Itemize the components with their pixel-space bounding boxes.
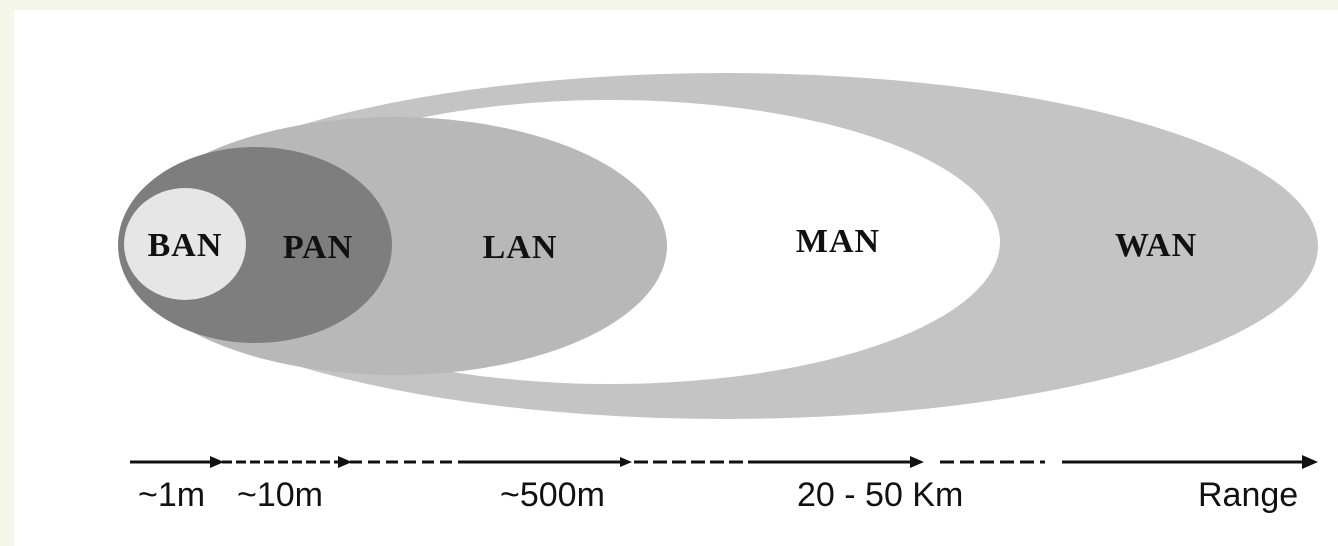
range-label-1m: ~1m <box>138 476 205 514</box>
arrowhead-10m <box>338 456 352 468</box>
pan-label: PAN <box>283 229 353 266</box>
arrowhead-500m <box>620 457 632 467</box>
arrowhead-1m <box>210 456 224 468</box>
ban-ellipse <box>124 188 246 300</box>
range-label-500m: ~500m <box>500 476 605 514</box>
range-label-range: Range <box>1198 476 1298 514</box>
range-label-20-50km: 20 - 50 Km <box>797 476 963 514</box>
wan-label: WAN <box>1115 227 1197 264</box>
axis-arrowheads <box>210 455 1318 469</box>
arrowhead-range <box>1302 455 1318 469</box>
lan-label: LAN <box>483 229 558 266</box>
man-label: MAN <box>796 223 880 260</box>
arrowhead-20-50km <box>910 456 924 468</box>
ban-label: BAN <box>148 227 223 264</box>
range-label-10m: ~10m <box>237 476 323 514</box>
